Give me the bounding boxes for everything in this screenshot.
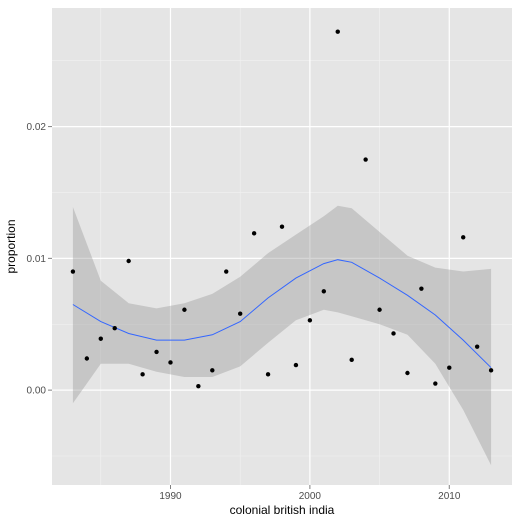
y-axis: 0.00 0.01 0.02: [27, 122, 52, 397]
x-axis-title: colonial british india: [230, 503, 335, 517]
y-tick-label: 0.01: [27, 254, 47, 265]
data-point: [265, 372, 271, 377]
data-point: [293, 362, 299, 368]
y-tick-label: 0.02: [27, 122, 47, 133]
confidence-ribbon: [72, 205, 492, 466]
data-point: [237, 311, 243, 316]
data-point: [363, 157, 368, 162]
data-point: [433, 381, 438, 386]
data-point: [70, 269, 76, 274]
data-point: [112, 325, 117, 331]
data-point: [474, 344, 480, 349]
data-point: [321, 289, 327, 294]
data-point: [140, 372, 145, 377]
y-axis-title: proportion: [4, 219, 18, 273]
x-tick-label: 1990: [159, 491, 182, 502]
data-point: [210, 368, 215, 373]
data-point: [335, 29, 340, 34]
data-point: [224, 269, 229, 274]
major-gridlines: [52, 8, 512, 485]
data-point: [391, 331, 396, 336]
data-point: [84, 356, 90, 361]
smooth-trend-line: [72, 259, 492, 369]
data-point: [461, 235, 466, 240]
data-point: [168, 360, 173, 365]
minor-gridlines: [52, 8, 512, 485]
data-point: [405, 370, 410, 376]
data-point: [154, 349, 159, 355]
x-tick-label: 2000: [299, 491, 322, 502]
data-point: [307, 318, 313, 323]
x-tick-label: 2010: [438, 491, 461, 502]
data-point: [377, 307, 382, 312]
data-point: [182, 307, 187, 312]
data-point: [98, 336, 103, 341]
plot-panel: [52, 8, 512, 485]
data-point: [488, 368, 494, 373]
data-point: [419, 286, 424, 291]
data-point: [349, 357, 354, 363]
data-points: [70, 29, 494, 389]
data-point: [126, 258, 131, 264]
data-point: [196, 383, 201, 389]
y-tick-label: 0.00: [27, 386, 47, 397]
data-point: [279, 224, 285, 229]
x-axis: 1990 2000 2010: [159, 485, 461, 502]
data-point: [251, 231, 257, 236]
data-point: [447, 365, 452, 370]
